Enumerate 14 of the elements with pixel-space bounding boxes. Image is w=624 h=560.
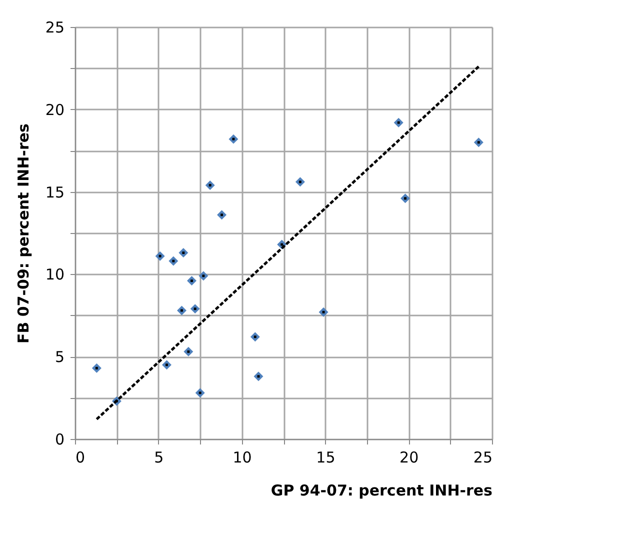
x-axis-title: GP 94-07: percent INH-res xyxy=(270,482,493,500)
y-tick-label: 25 xyxy=(45,18,64,36)
y-tick-label: 15 xyxy=(45,183,64,202)
y-axis-title: FB 07-09: percent INH-res xyxy=(14,123,32,344)
x-tick-label: 25 xyxy=(473,448,492,466)
x-tick-label: 5 xyxy=(154,448,164,466)
x-tick-label: 20 xyxy=(400,448,419,466)
y-tick-label: 0 xyxy=(54,430,64,448)
x-tick-label: 0 xyxy=(76,448,86,466)
y-tick-label: 10 xyxy=(45,266,64,284)
y-tick-label: 5 xyxy=(54,348,64,366)
y-tick-label: 20 xyxy=(45,100,64,119)
x-tick-label: 15 xyxy=(316,448,336,466)
x-tick-label: 10 xyxy=(232,448,252,466)
